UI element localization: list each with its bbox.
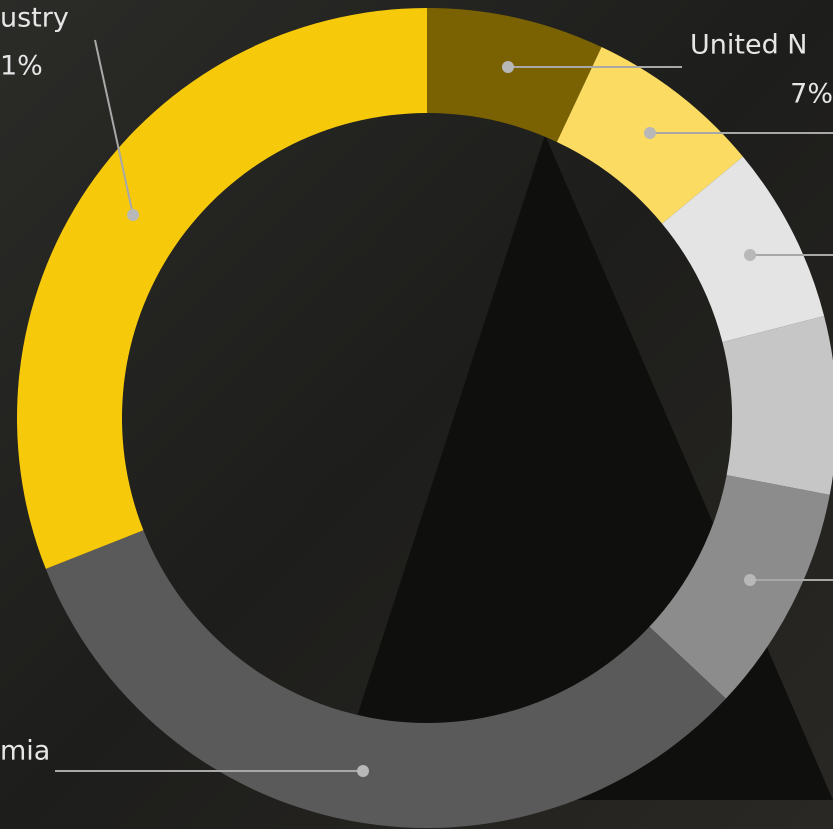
- leader-dot: [502, 61, 514, 73]
- leader-dot: [644, 127, 656, 139]
- leader-dot: [744, 249, 756, 261]
- category-label: United N: [690, 30, 808, 61]
- leader-dot: [357, 765, 369, 777]
- leader-dot: [744, 574, 756, 586]
- category-label: mia: [0, 736, 50, 767]
- leader-dot: [127, 209, 139, 221]
- value-label: 1%: [0, 51, 43, 82]
- chart: United N 7% mia ustry 1%: [0, 0, 833, 829]
- category-label: ustry: [0, 3, 69, 34]
- donut-segment: [722, 316, 833, 495]
- value-label: 7%: [790, 79, 833, 110]
- page: United N7%miaustry1% (() => { const data…: [0, 0, 833, 829]
